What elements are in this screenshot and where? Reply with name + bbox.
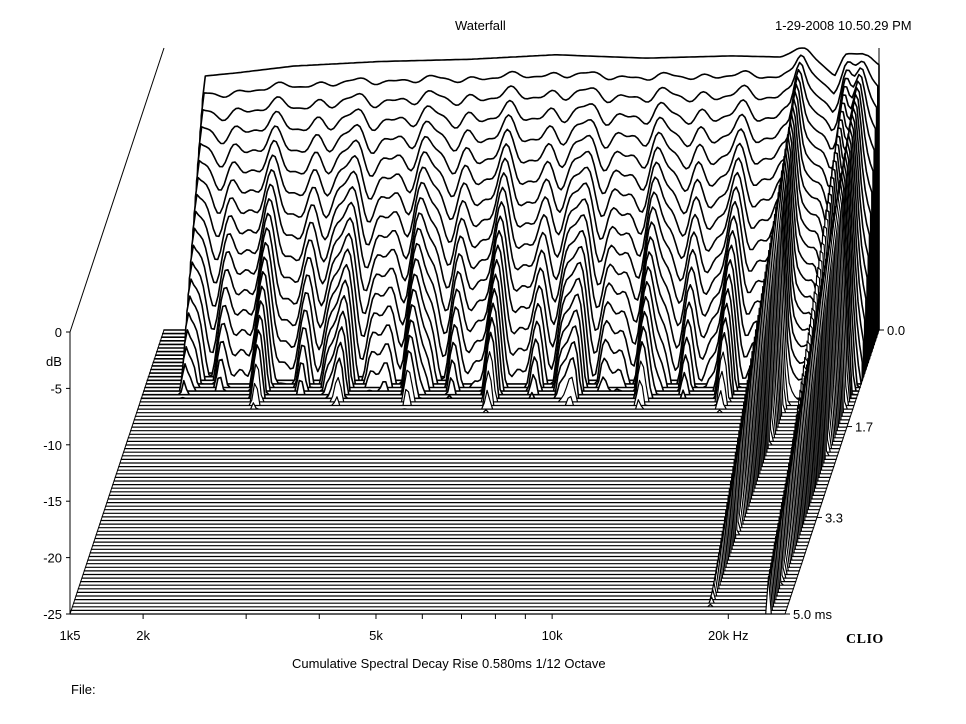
decay-slice — [88, 470, 805, 558]
time-tick-label: 1.7 — [855, 420, 873, 435]
decay-slice — [70, 569, 787, 611]
decay-slice — [103, 384, 821, 511]
decay-slice — [71, 562, 788, 608]
decay-slice — [127, 252, 844, 439]
decay-slice — [93, 443, 810, 543]
timestamp: 1-29-2008 10.50.29 PM — [775, 18, 912, 33]
decay-slice — [106, 371, 823, 504]
decay-slice — [122, 278, 840, 453]
decay-slice — [119, 298, 836, 464]
left-depth-edge-top — [69, 47, 165, 333]
decay-slice — [108, 357, 825, 496]
frequency-axis-ticks: 1k5 2k 5k 10k 20k Hz — [60, 614, 749, 643]
db-tick-label: -10 — [43, 438, 62, 453]
decay-slice — [115, 318, 832, 475]
y-axis-label: dB — [46, 354, 62, 369]
chart-title: Waterfall — [455, 18, 506, 33]
db-tick-label: -5 — [50, 381, 62, 396]
decay-slice — [92, 450, 809, 547]
decay-slice — [76, 536, 793, 593]
decay-slice — [105, 377, 822, 507]
right-depth-edge — [784, 329, 880, 615]
decay-slice — [120, 291, 837, 460]
decay-slice — [84, 489, 802, 568]
frequency-tick-label: 1k5 — [60, 628, 81, 643]
decay-slice — [74, 549, 791, 601]
decay-slice — [124, 272, 841, 450]
decay-slice — [87, 476, 804, 561]
decay-slice — [109, 351, 827, 493]
decay-slice — [90, 456, 807, 550]
decay-slice — [102, 390, 819, 514]
decay-slice — [86, 483, 803, 565]
db-tick-label: -25 — [43, 607, 62, 622]
frequency-tick-label: 2k — [136, 628, 150, 643]
decay-slice — [73, 555, 790, 604]
decay-slice — [118, 305, 835, 468]
decay-slice — [82, 503, 799, 576]
left-depth-edge-bottom — [69, 329, 165, 615]
decay-slice — [114, 324, 831, 478]
decay-slice — [89, 463, 806, 554]
decay-slice — [100, 404, 817, 522]
decay-slice — [95, 430, 812, 536]
clio-logo: CLIO — [846, 632, 884, 647]
decay-slice — [113, 331, 830, 482]
decay-slice — [107, 364, 824, 500]
decay-slice — [128, 245, 846, 435]
decay-slice — [81, 509, 798, 579]
time-tick-label: 3.3 — [825, 510, 843, 525]
file-label: File: — [71, 682, 96, 697]
frequency-tick-label: 5k — [369, 628, 383, 643]
decay-slice — [94, 437, 811, 540]
decay-slice — [126, 258, 843, 442]
decay-slice — [80, 516, 797, 583]
decay-slice — [75, 542, 792, 597]
db-axis-ticks: 0 -5 -10 -15 -20 -25 — [43, 325, 70, 622]
frequency-tick-label: 20k Hz — [708, 628, 748, 643]
decay-slice — [112, 338, 829, 486]
db-tick-label: -15 — [43, 494, 62, 509]
decay-slice — [77, 529, 794, 590]
decay-slice — [96, 423, 813, 532]
decay-slice — [125, 265, 842, 446]
decay-slice — [130, 239, 847, 432]
time-tick-label: 0.0 — [887, 323, 905, 338]
decay-slice — [111, 344, 828, 489]
decay-slice — [78, 522, 796, 586]
db-tick-label: -20 — [43, 551, 62, 566]
frequency-tick-label: 10k — [542, 628, 563, 643]
decay-slice — [101, 397, 818, 518]
decay-slice — [83, 496, 800, 572]
db-tick-label: 0 — [55, 325, 62, 340]
decay-slice — [121, 285, 838, 457]
plot-frame — [69, 47, 880, 615]
decay-slice — [98, 417, 815, 529]
decay-slice — [117, 311, 834, 471]
decay-slice — [99, 410, 816, 525]
time-tick-label: 5.0 ms — [793, 607, 833, 622]
decay-slices — [69, 47, 880, 615]
time-axis-ticks: 0.0 1.7 3.3 5.0 ms — [785, 323, 905, 622]
cumulative-spectral-decay-caption: Cumulative Spectral Decay Rise 0.580ms 1… — [292, 656, 606, 671]
